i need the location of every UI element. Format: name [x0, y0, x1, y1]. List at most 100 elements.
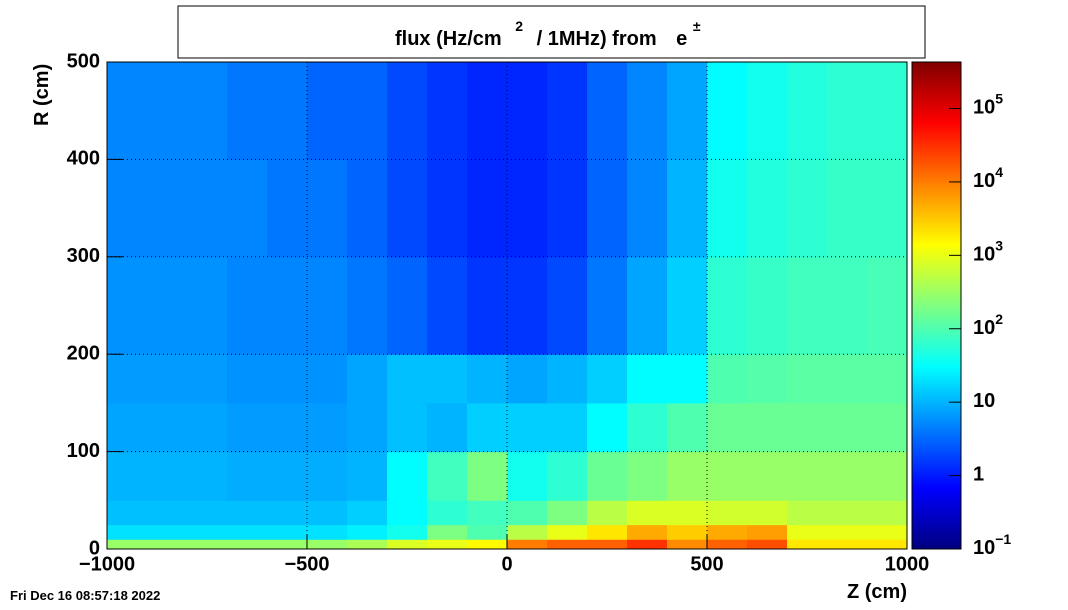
heatmap-cell [507, 451, 548, 501]
heatmap-cell [747, 500, 788, 526]
heatmap-cell [627, 500, 668, 526]
heatmap-cell [787, 500, 828, 526]
x-tick-label: 1000 [885, 553, 930, 575]
heatmap-cell [267, 354, 308, 404]
colorbar-tick-label: 103 [973, 237, 1003, 266]
heatmap-cell [547, 451, 588, 501]
heatmap-cell [507, 539, 548, 550]
chart-title: flux (Hz/cm 2 / 1MHz) from e ± [395, 14, 701, 50]
heatmap-cell [547, 524, 588, 540]
heatmap-cell [747, 62, 788, 160]
heatmap-cell [307, 451, 348, 501]
y-tick-label: 300 [67, 245, 100, 267]
heatmap-cell [467, 451, 508, 501]
colorbar-tick-base: 10 [973, 97, 995, 119]
colorbar-tick-base: 10 [973, 317, 995, 339]
heatmap-cell [627, 62, 668, 160]
heatmap-cell [827, 451, 868, 501]
heatmap-cell [787, 62, 828, 160]
heatmap-cell [427, 402, 468, 453]
heatmap-cell [227, 451, 268, 501]
heatmap-cell [387, 524, 428, 540]
heatmap-cell [107, 62, 148, 160]
heatmap-cell [707, 524, 748, 540]
colorbar-tick-exponent: 2 [995, 310, 1003, 326]
heatmap-cell [467, 524, 508, 540]
colorbar-tick-label: 1 [973, 464, 984, 486]
heatmap-cell [507, 62, 548, 160]
heatmap-cell [227, 62, 268, 160]
heatmap-cell [467, 539, 508, 550]
colorbar-tick-base: 10 [973, 537, 995, 559]
colorbar-tick-label: 10−1 [973, 531, 1011, 560]
heatmap-cell [547, 62, 588, 160]
heatmap-cell [787, 539, 828, 550]
title-part: flux (Hz/cm [395, 28, 502, 50]
heatmap-cell [107, 524, 148, 540]
heatmap-cell [627, 539, 668, 550]
heatmap-cell [587, 354, 628, 404]
heatmap-cell [707, 159, 748, 258]
heatmap-cell [587, 402, 628, 453]
heatmap-cell [827, 256, 868, 355]
heatmap-cell [827, 539, 868, 550]
heatmap-cell [587, 451, 628, 501]
colorbar-tick-label: 10 [973, 390, 995, 412]
heatmap-cell [627, 451, 668, 501]
heatmap-cell [307, 159, 348, 258]
heatmap-cell [547, 159, 588, 258]
heatmap-cell [147, 159, 188, 258]
heatmap-cell [587, 500, 628, 526]
heatmap-cell [787, 451, 828, 501]
title-box [177, 5, 926, 59]
heatmap-cell [307, 524, 348, 540]
colorbar-tick-base: 1 [973, 464, 984, 486]
y-tick-label: 0 [89, 537, 100, 559]
heatmap-cell [747, 451, 788, 501]
heatmap-cell [867, 451, 908, 501]
heatmap-cell [147, 500, 188, 526]
heatmap-cell [707, 500, 748, 526]
heatmap-cell [427, 354, 468, 404]
colorbar-tick-label: 102 [973, 310, 1003, 339]
heatmap-cell [667, 500, 708, 526]
heatmap-cell [147, 451, 188, 501]
heatmap-cell [187, 524, 228, 540]
colorbar-tick-label: 104 [973, 164, 1003, 193]
x-tick-label: 500 [690, 553, 723, 575]
heatmap-cell [707, 402, 748, 453]
heatmap-cell [507, 159, 548, 258]
colorbar-tick-base: 10 [973, 170, 995, 192]
heatmap-cell [827, 62, 868, 160]
heatmap-cell [107, 500, 148, 526]
heatmap-cell [787, 159, 828, 258]
heatmap-cell [187, 539, 228, 550]
x-axis-label: Z (cm) [847, 581, 907, 603]
heatmap-cell [347, 354, 388, 404]
heatmap-cell [467, 256, 508, 355]
colorbar-tick-exponent: 4 [995, 164, 1003, 180]
heatmap-cell [107, 159, 148, 258]
heatmap-cell [587, 256, 628, 355]
heatmap-cell [627, 159, 668, 258]
heatmap-cell [387, 62, 428, 160]
heatmap-cell [387, 256, 428, 355]
title-part: 2 [515, 18, 523, 34]
heatmap-cell [467, 500, 508, 526]
heatmap-cell [587, 539, 628, 550]
heatmap-cell [347, 402, 388, 453]
heatmap-cell [307, 62, 348, 160]
heatmap-cell [467, 159, 508, 258]
title-part: e [676, 28, 687, 50]
heatmap-cell [387, 500, 428, 526]
heatmap-cell [827, 354, 868, 404]
heatmap-cell [267, 62, 308, 160]
heatmap-cell [107, 354, 148, 404]
heatmap-cell [227, 256, 268, 355]
heatmap-cell [147, 402, 188, 453]
heatmap-cell [827, 500, 868, 526]
heatmap-cell [147, 62, 188, 160]
heatmap-cell [867, 62, 908, 160]
heatmap-cell [667, 402, 708, 453]
heatmap-cell [187, 500, 228, 526]
